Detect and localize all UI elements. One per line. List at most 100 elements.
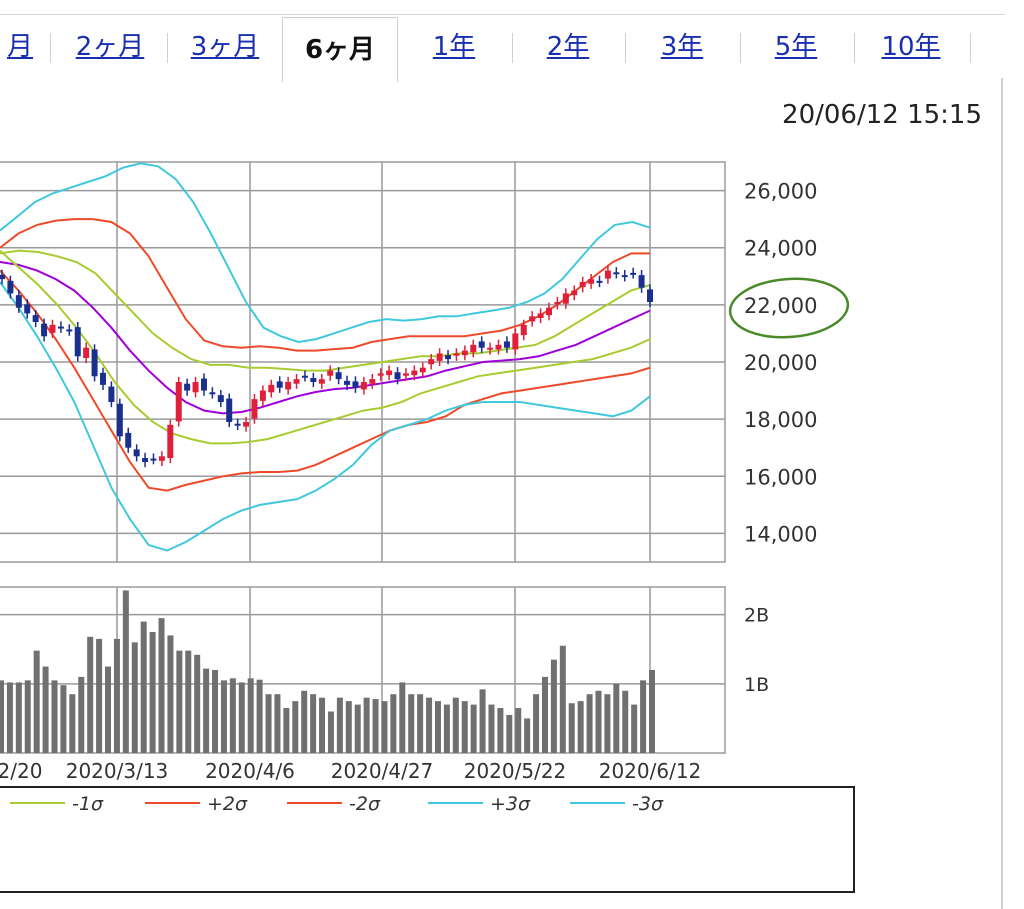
volume-bar (434, 701, 441, 753)
volume-bar (220, 680, 227, 753)
volume-bar (497, 708, 504, 753)
tab-10-years[interactable]: 10年 (881, 32, 941, 62)
volume-bar (60, 685, 67, 753)
volume-bar (51, 680, 58, 753)
volume-bar (550, 659, 557, 753)
tab-6-months[interactable]: 6ヶ月 (282, 17, 398, 82)
candle-body (91, 349, 98, 377)
band-line-plus1sigma (0, 249, 651, 372)
candle-body (41, 323, 48, 337)
tab-separator (740, 33, 741, 63)
candle-body (461, 350, 468, 356)
volume-bar (479, 689, 486, 753)
tab-3-months[interactable]: 3ヶ月 (190, 32, 260, 62)
candle-body (15, 295, 22, 308)
tab-separator (167, 33, 168, 63)
candle-body (66, 329, 73, 332)
candle-body (554, 302, 561, 305)
tab-separator (970, 33, 971, 63)
candle-body (243, 422, 250, 427)
candle-body (588, 279, 595, 284)
volume-panel: 2B 1B (0, 586, 769, 754)
candle-body (478, 341, 485, 348)
candle-body (360, 382, 367, 390)
band-line-plus3sigma (0, 162, 651, 344)
volume-bar (390, 694, 397, 753)
candle-body (310, 378, 317, 382)
volume-bar (533, 694, 540, 753)
candle-body (445, 355, 452, 360)
tab-1-year[interactable]: 1年 (432, 32, 476, 62)
candle-body (83, 347, 90, 358)
volume-plot-frame (0, 586, 726, 754)
price-tick-label: 26,000 (744, 180, 817, 204)
candle-body (495, 344, 502, 350)
candle-body (487, 347, 494, 350)
candle-body (125, 432, 132, 448)
candle-body (503, 341, 510, 348)
candle-body (546, 307, 553, 316)
legend-label: -2σ (349, 793, 381, 815)
tab-separator (50, 33, 51, 63)
candle-body (32, 315, 39, 322)
volume-tick-label: 2B (744, 605, 769, 627)
candle-body (285, 382, 292, 390)
candle-body (386, 370, 393, 376)
tab-5-years[interactable]: 5年 (774, 32, 818, 62)
volume-bar (158, 618, 165, 753)
volume-bar (613, 683, 620, 753)
candle-body (108, 386, 115, 402)
volume-bar (274, 694, 281, 753)
candle-body (621, 275, 628, 278)
candle-body (344, 380, 351, 385)
candle-body (327, 370, 334, 376)
tab-separator (512, 33, 513, 63)
band-line-SMA (0, 261, 651, 415)
volume-bar (131, 642, 138, 753)
legend-box (0, 786, 855, 893)
volume-bar (87, 636, 94, 753)
candle-body (428, 359, 435, 365)
tab-1-month[interactable]: 月 (6, 32, 33, 62)
candle-body (0, 274, 5, 280)
volume-bar (6, 682, 13, 753)
candle-body (352, 381, 359, 388)
legend-label: -1σ (72, 793, 104, 815)
candle-body (158, 456, 165, 461)
candle-body (411, 370, 418, 376)
x-axis-label: 2/20 (0, 759, 42, 783)
volume-bar (122, 590, 129, 753)
volume-bar (238, 682, 245, 753)
volume-bar (488, 704, 495, 753)
tab-2-years[interactable]: 2年 (546, 32, 590, 62)
volume-bar (176, 650, 183, 753)
volume-bar (595, 690, 602, 753)
volume-bar (345, 701, 352, 753)
price-tick-label: 24,000 (744, 237, 817, 261)
candle-body (520, 324, 527, 336)
candle-body (293, 379, 300, 384)
tab-3-years[interactable]: 3年 (660, 32, 704, 62)
candle-body (436, 353, 443, 361)
candle-body (596, 280, 603, 283)
candle-body (630, 272, 637, 275)
volume-bar (443, 704, 450, 753)
volume-bar (640, 680, 647, 753)
candle-body (133, 449, 140, 457)
volume-bar (327, 711, 334, 753)
volume-bar (33, 650, 40, 753)
volume-bar (203, 668, 210, 753)
volume-bar (69, 694, 76, 753)
candle-body (512, 333, 519, 350)
candle-body (49, 324, 56, 333)
candle-body (377, 373, 384, 376)
candle-body (234, 423, 241, 426)
candle-body (301, 375, 308, 378)
x-axis: 2/20 2020/3/13 2020/4/6 2020/4/27 2020/5/22 2… (0, 759, 701, 783)
volume-bar (105, 666, 112, 753)
candle-body (335, 372, 342, 380)
x-axis-label: 2020/4/6 (205, 759, 295, 783)
candle-body (7, 280, 14, 294)
tab-2-months[interactable]: 2ヶ月 (75, 32, 145, 62)
